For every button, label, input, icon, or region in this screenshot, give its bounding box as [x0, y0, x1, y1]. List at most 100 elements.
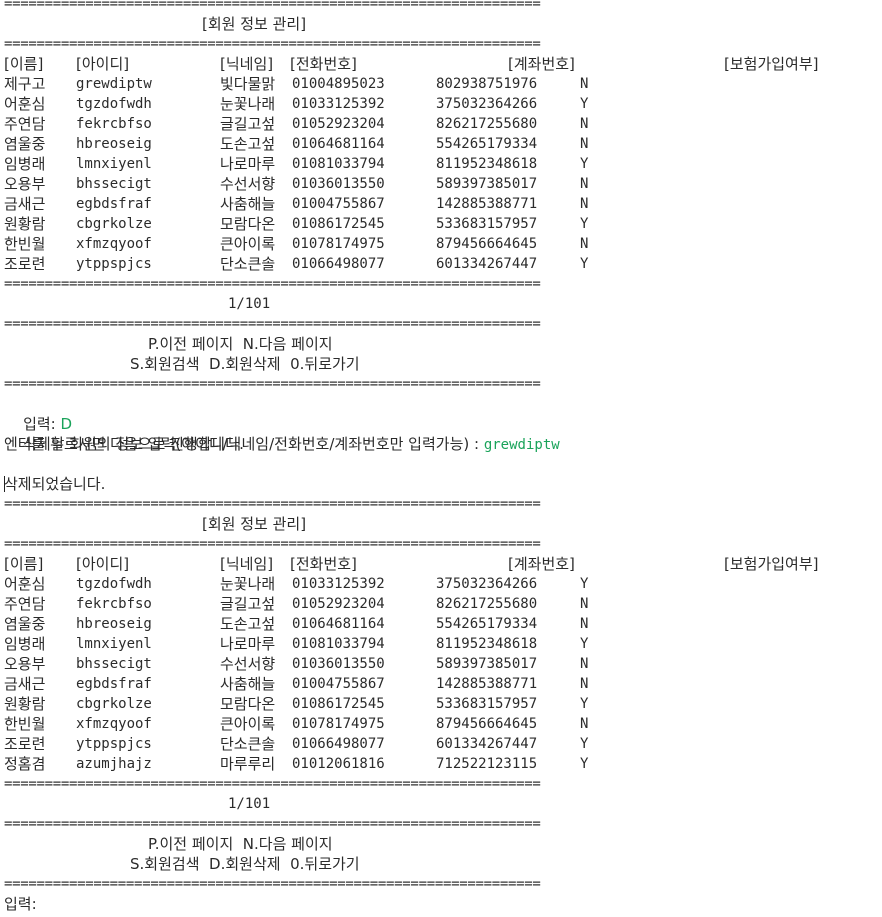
cell-nickname: 수선서향	[220, 655, 276, 673]
cell-nickname: 도손고섶	[220, 615, 276, 633]
cell-phone: 01033125392	[292, 576, 385, 592]
cell-insurance: Y	[580, 696, 589, 712]
cell-insurance: Y	[580, 96, 589, 112]
delete-prompt-line[interactable]: 삭제할 회원의 정보 입력(아이디/닉네임/전화번호/계좌번호만 입력가능) :…	[4, 414, 560, 453]
cell-account: 533683157957	[436, 696, 538, 712]
delete-input-value[interactable]: grewdiptw	[483, 437, 560, 453]
cell-id: ytppspjcs	[76, 256, 152, 272]
cell-phone: 01064681164	[292, 616, 385, 632]
deleted-message: 삭제되었습니다.	[4, 475, 106, 493]
cell-nickname: 나로마루	[220, 155, 276, 173]
cell-id: egbdsfraf	[76, 196, 152, 212]
cell-nickname: 단소큰솔	[220, 255, 276, 273]
cell-phone: 01004895023	[292, 76, 385, 92]
cell-id: cbgrkolze	[76, 696, 152, 712]
cell-id: hbreoseig	[76, 136, 152, 152]
cell-account: 589397385017	[436, 176, 538, 192]
separator: ========================================…	[4, 776, 541, 792]
delete-prompt: 삭제할 회원의 정보 입력(아이디/닉네임/전화번호/계좌번호만 입력가능) :	[23, 435, 484, 453]
cell-insurance: N	[580, 716, 589, 732]
cell-phone: 01012061816	[292, 756, 385, 772]
cell-id: grewdiptw	[76, 76, 152, 92]
cell-id: xfmzqyoof	[76, 716, 152, 732]
cell-insurance: N	[580, 656, 589, 672]
header-nick: [닉네임]	[220, 555, 274, 573]
cell-nickname: 빛다물맑	[220, 75, 276, 93]
menu-action-options: S.회원검색 D.회원삭제 0.뒤로가기	[130, 355, 360, 373]
cell-phone: 01086172545	[292, 216, 385, 232]
separator: ========================================…	[4, 276, 541, 292]
header-id: [아이디]	[76, 55, 130, 73]
separator: ========================================…	[4, 0, 541, 12]
cell-id: cbgrkolze	[76, 216, 152, 232]
cell-name: 오용부	[4, 175, 46, 193]
input-value[interactable]: D	[60, 415, 73, 433]
cell-insurance: Y	[580, 256, 589, 272]
cell-phone: 01036013550	[292, 176, 385, 192]
separator: ========================================…	[4, 36, 541, 52]
header-id: [아이디]	[76, 555, 130, 573]
cell-insurance: N	[580, 596, 589, 612]
cell-nickname: 눈꽃나래	[220, 575, 276, 593]
text-cursor	[4, 476, 5, 492]
cell-account: 554265179334	[436, 136, 538, 152]
cell-id: bhssecigt	[76, 176, 152, 192]
cell-nickname: 사춤해늘	[220, 675, 276, 693]
cell-nickname: 눈꽃나래	[220, 95, 276, 113]
cell-phone: 01052923204	[292, 596, 385, 612]
cell-insurance: Y	[580, 636, 589, 652]
header-phone: [전화번호]	[290, 555, 357, 573]
cell-id: xfmzqyoof	[76, 236, 152, 252]
cell-phone: 01004755867	[292, 676, 385, 692]
cell-account: 601334267447	[436, 736, 538, 752]
input-line[interactable]: 입력: D	[4, 394, 72, 433]
cell-name: 어훈심	[4, 575, 46, 593]
menu-nav-options: P.이전 페이지 N.다음 페이지	[148, 335, 333, 353]
separator: ========================================…	[4, 876, 541, 892]
cell-nickname: 단소큰솔	[220, 735, 276, 753]
cell-phone: 01052923204	[292, 116, 385, 132]
screen-title: [회원 정보 관리]	[202, 15, 307, 33]
header-nick: [닉네임]	[220, 55, 274, 73]
enter-message: 엔터를 누르시면 다음으로 진행합니다.	[4, 435, 244, 453]
cell-name: 임병래	[4, 635, 46, 653]
cell-id: lmnxiyenl	[76, 156, 152, 172]
header-name: [이름]	[4, 55, 44, 73]
cell-insurance: Y	[580, 756, 589, 772]
cell-phone: 01004755867	[292, 196, 385, 212]
cell-insurance: N	[580, 616, 589, 632]
cell-id: lmnxiyenl	[76, 636, 152, 652]
header-insurance: [보험가입여부]	[724, 55, 819, 73]
cell-nickname: 글길고섶	[220, 595, 276, 613]
cell-phone: 01081033794	[292, 156, 385, 172]
cell-nickname: 도손고섶	[220, 135, 276, 153]
header-insurance: [보험가입여부]	[724, 555, 819, 573]
input-label: 입력:	[23, 415, 61, 433]
cell-insurance: N	[580, 176, 589, 192]
cell-phone: 01033125392	[292, 96, 385, 112]
cell-name: 조로련	[4, 735, 46, 753]
cell-name: 제구고	[4, 75, 46, 93]
cell-insurance: N	[580, 116, 589, 132]
input-prompt[interactable]: 입력:	[4, 895, 42, 913]
cell-insurance: Y	[580, 736, 589, 752]
cell-account: 826217255680	[436, 596, 538, 612]
cell-name: 한빈월	[4, 715, 46, 733]
cell-account: 533683157957	[436, 216, 538, 232]
cell-phone: 01081033794	[292, 636, 385, 652]
separator: ========================================…	[4, 496, 541, 512]
cell-insurance: Y	[580, 156, 589, 172]
cell-name: 염울중	[4, 615, 46, 633]
separator: ========================================…	[4, 316, 541, 332]
page-indicator: 1/101	[228, 796, 271, 812]
cell-account: 826217255680	[436, 116, 538, 132]
cell-name: 주연담	[4, 595, 46, 613]
cell-name: 임병래	[4, 155, 46, 173]
cell-insurance: Y	[580, 216, 589, 232]
cell-account: 375032364266	[436, 576, 538, 592]
cell-insurance: N	[580, 236, 589, 252]
header-phone: [전화번호]	[290, 55, 357, 73]
cell-account: 601334267447	[436, 256, 538, 272]
menu-nav-options: P.이전 페이지 N.다음 페이지	[148, 835, 333, 853]
